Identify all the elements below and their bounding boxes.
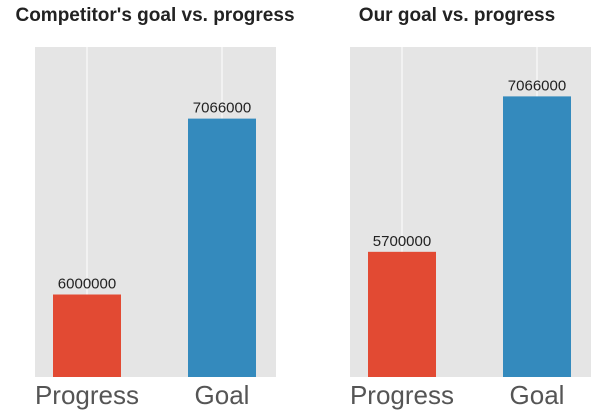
tick-label-progress: Progress (35, 380, 139, 410)
data-label-progress: 6000000 (58, 276, 116, 293)
chart-panel-1: 5700000 Progress 7066000 Goal (350, 47, 591, 410)
tick-label-goal: Goal (195, 380, 250, 410)
data-label-goal: 7066000 (193, 100, 251, 117)
data-label-goal: 7066000 (508, 77, 566, 94)
data-label-progress: 5700000 (373, 233, 431, 250)
bar-goal (188, 119, 256, 377)
bar-progress (53, 295, 121, 378)
bar-progress (368, 252, 436, 377)
tick-label-progress: Progress (350, 380, 454, 410)
chart-panel-0: 6000000 Progress 7066000 Goal (35, 47, 276, 410)
tick-label-goal: Goal (510, 380, 565, 410)
bar-goal (503, 96, 571, 377)
